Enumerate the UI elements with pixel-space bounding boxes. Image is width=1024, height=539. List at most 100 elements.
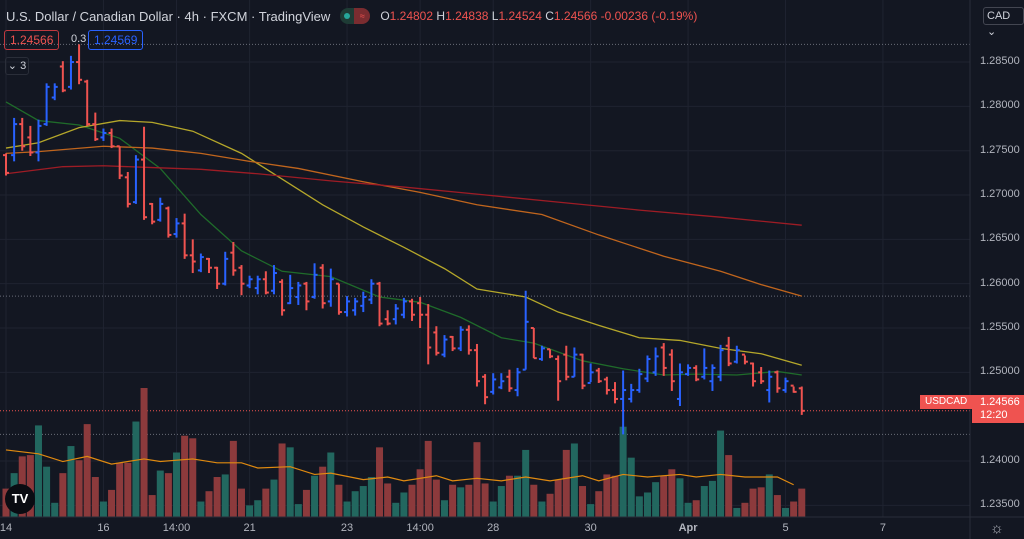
ohlc-bar bbox=[498, 373, 505, 390]
settings-gear-icon[interactable]: ☼ bbox=[990, 520, 1004, 537]
buy-button[interactable]: 1.24569 bbox=[88, 30, 144, 50]
market-status-toggle[interactable]: ≈ bbox=[340, 8, 371, 24]
ohlc-bar bbox=[628, 383, 635, 403]
time-tick-label: 14:00 bbox=[406, 522, 434, 534]
ohlc-bar bbox=[157, 197, 164, 222]
ohlc-bar bbox=[644, 355, 651, 383]
volume-bar bbox=[725, 455, 733, 517]
ohlc-bar bbox=[392, 304, 399, 325]
volume-bar bbox=[449, 484, 457, 517]
ohlc-bar bbox=[514, 367, 521, 397]
price-tick-label: 1.27000 bbox=[980, 188, 1020, 201]
volume-bar bbox=[489, 501, 497, 517]
ohlc-bar bbox=[741, 353, 748, 365]
ohlc-bar bbox=[506, 369, 513, 392]
last-price-label: 1.24566 12:20 bbox=[972, 395, 1024, 423]
ohlc-bar bbox=[433, 326, 440, 356]
ohlc-bar bbox=[409, 298, 415, 321]
volume-bar bbox=[505, 475, 513, 517]
volume-bar bbox=[595, 491, 603, 517]
ohlc-bar bbox=[43, 83, 50, 126]
ohlc-bar bbox=[547, 348, 554, 359]
volume-bar bbox=[660, 475, 668, 517]
volume-bar bbox=[627, 457, 635, 517]
ohlc-bar bbox=[222, 251, 229, 286]
ohlc-bar bbox=[11, 117, 18, 162]
ohlc-bar bbox=[750, 362, 757, 387]
ohlc-bar bbox=[319, 264, 326, 309]
ohlc-bar bbox=[636, 368, 643, 393]
price-tick-label: 1.27500 bbox=[980, 143, 1020, 156]
moving-average-line bbox=[5, 119, 802, 366]
volume-bar bbox=[156, 470, 164, 517]
indicators-collapse-button[interactable]: ⌄ 3 bbox=[5, 57, 29, 75]
volume-bar bbox=[579, 486, 587, 517]
volume-bar bbox=[343, 501, 351, 517]
ohlc-bar bbox=[620, 370, 627, 435]
volume-bar bbox=[587, 504, 595, 517]
sell-button[interactable]: 1.24566 bbox=[4, 30, 60, 50]
time-tick-label: 14 bbox=[0, 522, 13, 534]
volume-bar bbox=[538, 501, 546, 517]
ohlc-bar bbox=[717, 344, 724, 382]
volume-bar bbox=[473, 442, 481, 517]
volume-bar bbox=[700, 486, 708, 517]
ohlc-bar bbox=[579, 353, 586, 390]
ohlc-bar bbox=[555, 355, 562, 401]
volume-bar bbox=[116, 462, 124, 517]
tradingview-logo[interactable]: TV bbox=[5, 484, 35, 514]
currency-selector[interactable]: CAD ⌄ bbox=[983, 7, 1024, 38]
volume-bar bbox=[376, 447, 384, 517]
volume-bar bbox=[497, 486, 505, 517]
symbol-title[interactable]: U.S. Dollar / Canadian Dollar · 4h · FXC… bbox=[6, 8, 331, 24]
ohlc-bar bbox=[725, 336, 732, 367]
volume-bar bbox=[229, 440, 237, 517]
volume-bar bbox=[798, 488, 806, 517]
volume-bar bbox=[684, 502, 692, 517]
volume-bar bbox=[392, 502, 400, 517]
volume-bar bbox=[51, 502, 59, 517]
ohlc-bar bbox=[563, 345, 570, 381]
volume-bar bbox=[765, 474, 773, 517]
ohlc-bar bbox=[685, 364, 692, 376]
ohlc-bar bbox=[303, 281, 310, 311]
volume-bar bbox=[173, 452, 181, 517]
ohlc-bar bbox=[417, 296, 424, 329]
moving-average-line bbox=[5, 145, 802, 297]
price-bars bbox=[3, 44, 805, 435]
time-tick-label: 7 bbox=[879, 522, 887, 534]
volume-bar bbox=[75, 460, 83, 517]
ohlc-bar bbox=[595, 367, 602, 383]
volume-bar bbox=[59, 473, 67, 517]
ohlc-bar bbox=[709, 364, 716, 391]
ohlc-bar bbox=[490, 373, 497, 395]
ohlc-bar bbox=[287, 274, 294, 305]
ohlc-bar bbox=[51, 83, 58, 101]
ohlc-bar bbox=[214, 266, 221, 290]
volume-ma-line bbox=[5, 449, 794, 486]
price-tick-label: 1.25000 bbox=[980, 365, 1020, 378]
volume-bar bbox=[416, 469, 424, 517]
volume-bar bbox=[757, 487, 765, 517]
ohlc-bar bbox=[603, 376, 610, 395]
spread-value: 0.3 bbox=[71, 33, 87, 45]
ohlc-bar bbox=[360, 291, 367, 313]
ohlc-bar bbox=[165, 206, 172, 238]
volume-bar bbox=[26, 455, 34, 517]
moving-averages bbox=[5, 101, 802, 376]
ohlc-bar bbox=[733, 345, 740, 364]
volume-bar bbox=[465, 484, 473, 517]
price-tick-label: 1.23500 bbox=[980, 498, 1020, 511]
ohlc-bar bbox=[668, 349, 675, 391]
ohlc-bar bbox=[132, 155, 139, 204]
ohlc-values: O1.24802 H1.24838 L1.24524 C1.24566 -0.0… bbox=[380, 9, 698, 23]
volume-bar bbox=[91, 477, 99, 517]
ohlc-bar bbox=[181, 213, 188, 259]
moving-average-line bbox=[5, 101, 802, 376]
ohlc-bar bbox=[295, 281, 302, 305]
volume-bar bbox=[603, 474, 611, 517]
time-tick-label: 23 bbox=[340, 522, 354, 534]
ohlc-bar bbox=[774, 370, 781, 393]
ohlc-bar bbox=[522, 290, 529, 371]
